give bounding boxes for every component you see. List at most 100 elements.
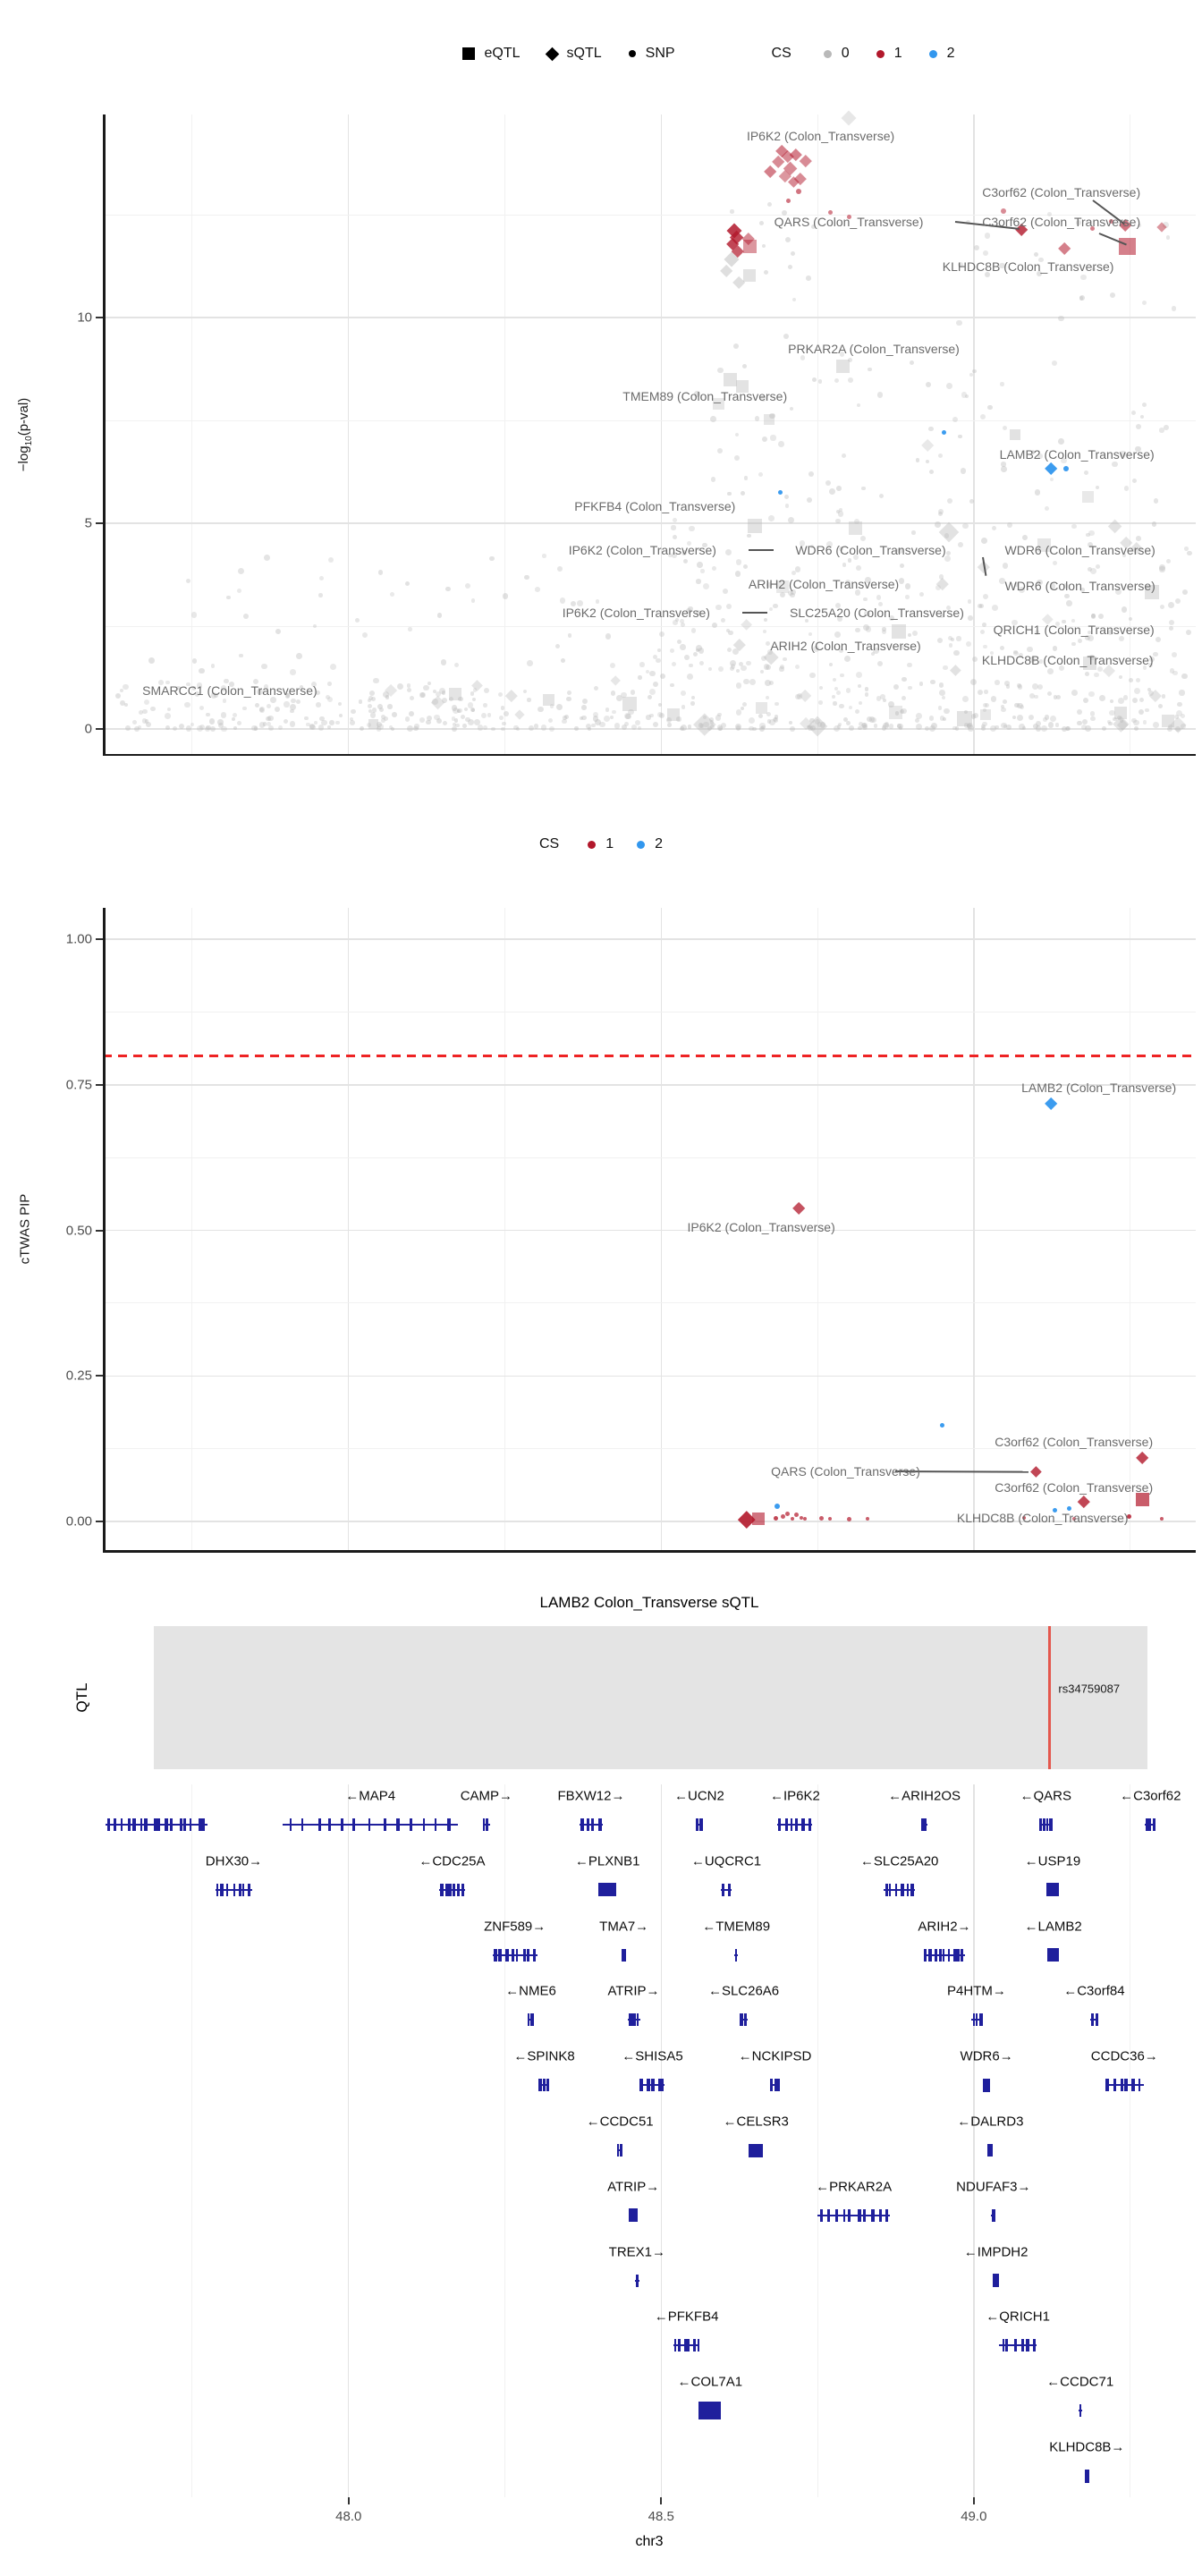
scatter-point [915,723,922,730]
scatter-point [712,397,725,410]
scatter-point [1065,725,1071,732]
scatter-point [1169,667,1175,674]
scatter-point [535,587,540,592]
gene-exon-tick [1079,2404,1081,2418]
scatter-point [970,714,977,719]
scatter-point [441,690,446,695]
scatter-point [338,714,343,718]
scatter-point [698,648,705,654]
scatter-point [761,243,766,248]
legend-label-cs2: 2 [946,46,955,61]
gene-exon-tick [657,2079,660,2092]
scatter-point [1136,1492,1150,1506]
gene-exon-tick [901,1883,905,1896]
scatter-point [309,723,316,730]
scatter-point [172,726,177,732]
scatter-point [406,688,412,693]
scatter-point [882,627,886,631]
axis-tick [972,2497,975,2504]
point-annotation: WDR6 (Colon_Transverse) [1004,578,1155,593]
scatter-point [624,721,630,726]
gene-exon-tick [952,1948,957,1962]
gene-exon-tick [847,2208,851,2222]
scatter-point [863,597,868,602]
legend-label-snp: SNP [645,46,675,61]
gene-exon-tick [317,1818,321,1831]
scatter-point [487,713,492,717]
x-axis-title: chr3 [635,2534,664,2549]
scatter-point [686,541,691,547]
scatter-point [689,525,695,532]
gene-label: ←PRKAR2A [816,2179,893,2195]
scatter-point [1002,562,1009,569]
gene-line [1105,2084,1144,2087]
scatter-point [1161,714,1174,727]
scatter-point [763,664,770,670]
scatter-point [686,673,693,680]
scatter-point [989,725,996,733]
scatter-point [326,682,332,686]
scatter-point [250,724,258,732]
scatter-point [950,665,961,677]
scatter-point [1071,641,1076,646]
scatter-point [938,521,960,543]
scatter-point [515,726,520,732]
scatter-point [1087,566,1092,572]
scatter-point [562,719,567,724]
scatter-point [457,696,463,702]
scatter-point [728,630,733,636]
gene-exon-tick [341,1818,344,1831]
scatter-point [387,704,393,709]
scatter-point [267,704,272,709]
scatter-point [861,486,866,491]
scatter-point [306,722,310,727]
scatter-point [717,447,724,453]
gene-exon-tick [692,2339,696,2352]
scatter-point [577,600,583,606]
scatter-point [463,707,468,711]
scatter-point [657,712,664,717]
scatter-point [796,188,802,194]
axis-tick [96,317,103,319]
cs1-dot-icon [876,49,885,58]
scatter-point [1175,725,1181,732]
scatter-point [905,595,910,600]
scatter-point [884,722,889,727]
gene-line [721,1888,732,1891]
cs-legend-mid-title: CS [538,836,560,852]
scatter-point [1118,237,1136,255]
scatter-point [319,575,325,580]
scatter-point [1160,604,1164,609]
point-annotation: SLC25A20 (Colon_Transverse) [790,606,964,621]
scatter-point [1165,235,1171,240]
scatter-point [1159,566,1165,572]
axis-tick [96,522,103,525]
scatter-point [289,721,296,727]
scatter-point [542,554,546,558]
scatter-point [782,209,787,216]
grid-line [103,1448,1196,1450]
scatter-point [605,633,612,640]
scatter-point [734,571,741,578]
legend-item-sqtl: sQTL [545,46,602,62]
gene-line [1038,1824,1053,1826]
scatter-point [451,705,458,712]
scatter-point [676,716,681,722]
scatter-point [337,701,343,706]
gene-exon-tick [785,1818,789,1831]
scatter-point [696,644,703,651]
gene-exon-tick [1152,1818,1155,1831]
gene-exon-tick [493,1948,497,1962]
scatter-point [967,724,974,732]
grid-line [660,114,663,754]
legend-item-cs2: 2 [928,46,955,62]
scatter-point [752,726,757,731]
scatter-point [967,723,972,728]
gene-exon-tick [635,2274,639,2287]
gene-label: DHX30→ [205,1853,263,1869]
scatter-point [849,725,854,731]
scatter-point [935,521,942,528]
scatter-point [355,618,360,623]
gene-exon-tick [620,2144,623,2157]
scatter-point [1037,271,1042,277]
